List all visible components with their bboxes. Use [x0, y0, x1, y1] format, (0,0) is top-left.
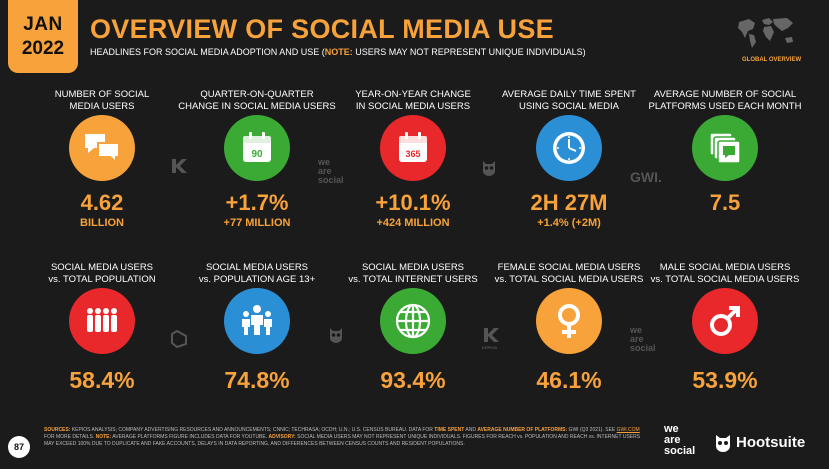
stat-cell-vs-age13: SOCIAL MEDIA USERS vs. POPULATION AGE 13… [177, 262, 337, 392]
date-month: JAN [23, 14, 63, 35]
calendar-90-icon: 90 [243, 132, 271, 162]
stat-circle [692, 115, 758, 181]
stat-circle [69, 288, 135, 354]
stat-value: 58.4% [69, 367, 135, 393]
hootsuite-text: Hootsuite [736, 433, 806, 451]
advisory-key: ADVISORY: [268, 434, 296, 440]
we-are-social-logo: we are social [664, 423, 696, 457]
adults-icon [242, 305, 272, 335]
stat-cell-avg-platforms: AVERAGE NUMBER OF SOCIAL PLATFORMS USED … [645, 89, 805, 217]
stat-label: QUARTER-ON-QUARTER CHANGE IN SOCIAL MEDI… [178, 89, 336, 112]
stat-label: NUMBER OF SOCIAL MEDIA USERS [54, 89, 150, 112]
stat-value: 53.9% [692, 367, 758, 393]
kepios-logo-icon [484, 328, 499, 342]
hootsuite-mark-icon [171, 329, 187, 349]
calendar-90-text: 90 [251, 149, 263, 160]
calendar-365-text: 365 [405, 149, 420, 159]
page-title: OVERVIEW OF SOCIAL MEDIA USE [90, 14, 554, 44]
stat-label: MALE SOCIAL MEDIA USERS vs. TOTAL SOCIAL… [650, 262, 800, 285]
owl-watermark [482, 160, 496, 178]
gwi-watermark: GWI. [630, 169, 662, 185]
stat-sub: BILLION [80, 217, 124, 229]
stat-value: 46.1% [536, 367, 602, 393]
hootsuite-owl-icon [716, 435, 730, 452]
stat-value: 74.8% [224, 367, 290, 393]
chat-bubbles-icon [85, 134, 120, 165]
note-text: AVERAGE PLATFORMS FIGURE INCLUDES DATA F… [111, 434, 269, 440]
owl-watermark-2 [329, 327, 343, 345]
stat-label: FEMALE SOCIAL MEDIA USERS vs. TOTAL SOCI… [494, 262, 644, 285]
stat-circle [380, 288, 446, 354]
stat-circle: 365 [380, 115, 446, 181]
owl-logo-icon [330, 328, 342, 343]
sources-key-platforms: AVERAGE NUMBER OF PLATFORMS: [477, 427, 568, 433]
kepios-watermark-text: KEPIOS [482, 345, 498, 350]
stat-cell-social-users: NUMBER OF SOCIAL MEDIA USERS 4.62 BILLIO… [22, 89, 182, 229]
stat-value: +10.1% [375, 190, 451, 215]
sources-text-2: GWI (Q3 2021). SEE [567, 427, 617, 433]
stat-cell-female: FEMALE SOCIAL MEDIA USERS vs. TOTAL SOCI… [489, 262, 649, 392]
sources-key-time: TIME SPENT [434, 427, 465, 433]
note-key: NOTE: [95, 434, 112, 440]
owl-logo-icon [483, 161, 495, 176]
globe-icon [395, 303, 431, 339]
stat-sub: +424 MILLION [376, 217, 450, 229]
stat-cell-vs-population: SOCIAL MEDIA USERS vs. TOTAL POPULATION … [22, 262, 182, 392]
stat-label: SOCIAL MEDIA USERS vs. TOTAL INTERNET US… [348, 262, 478, 285]
date-badge: JAN 2022 [8, 0, 78, 73]
stat-circle [224, 288, 290, 354]
stat-circle: 90 [224, 115, 290, 181]
sources-text: KEPIOS ANALYSIS; COMPANY ADVERTISING RES… [70, 427, 435, 433]
stat-value: 7.5 [709, 190, 741, 215]
stat-label: SOCIAL MEDIA USERS vs. TOTAL POPULATION [48, 262, 156, 285]
we-are-social-watermark: we are social [318, 157, 344, 185]
stat-cell-daily-time: AVERAGE DAILY TIME SPENT USING SOCIAL ME… [489, 89, 649, 229]
stat-cell-yoy-change: YEAR-ON-YEAR CHANGE IN SOCIAL MEDIA USER… [333, 89, 493, 229]
stat-sub: +1.4% (+2M) [537, 217, 601, 229]
subtitle-note: NOTE: [324, 47, 353, 57]
stat-label: SOCIAL MEDIA USERS vs. POPULATION AGE 13… [198, 262, 316, 285]
gwi-link[interactable]: GWI.COM [616, 427, 640, 433]
hootsuite-logo: Hootsuite [714, 432, 805, 452]
sources-key: SOURCES: [44, 427, 71, 433]
stat-value: 93.4% [380, 367, 446, 393]
subtitle-text-end: USERS MAY NOT REPRESENT UNIQUE INDIVIDUA… [352, 47, 586, 57]
stat-value: 2H 27M [530, 190, 608, 215]
stat-circle [692, 288, 758, 354]
female-symbol-icon [558, 304, 580, 338]
hootsuite-watermark [170, 329, 188, 350]
clock-icon [553, 132, 585, 164]
stat-sub: +77 MILLION [223, 217, 291, 229]
male-symbol-icon [710, 306, 740, 336]
population-icon [87, 308, 117, 332]
stat-cell-vs-internet: SOCIAL MEDIA USERS vs. TOTAL INTERNET US… [333, 262, 493, 392]
page-subtitle: HEADLINES FOR SOCIAL MEDIA ADOPTION AND … [90, 47, 586, 57]
stat-value: 4.62 [80, 190, 124, 215]
advisory-text: SOCIAL MEDIA USERS MAY NOT REPRESENT UNI… [44, 434, 641, 447]
date-year: 2022 [21, 38, 65, 59]
stat-cell-qoq-change: QUARTER-ON-QUARTER CHANGE IN SOCIAL MEDI… [177, 89, 337, 229]
stat-circle [536, 115, 602, 181]
kepios-watermark [170, 158, 188, 176]
kepios-logo-icon [172, 159, 187, 173]
footer-sources: SOURCES: KEPIOS ANALYSIS; COMPANY ADVERT… [44, 427, 644, 448]
page-number: 87 [8, 436, 30, 458]
global-overview-label: GLOBAL OVERVIEW [742, 57, 802, 63]
stat-circle [536, 288, 602, 354]
stat-circle [69, 115, 135, 181]
kepios-watermark-2: KEPIOS [482, 327, 500, 350]
sources-and: AND [464, 427, 478, 433]
stacked-platforms-icon [709, 132, 741, 164]
calendar-365-icon: 365 [399, 132, 427, 162]
stat-value: +1.7% [225, 190, 289, 215]
sources-text-3: FOR MORE DETAILS. [44, 434, 96, 440]
stat-label: AVERAGE NUMBER OF SOCIAL PLATFORMS USED … [648, 89, 802, 112]
subtitle-text: HEADLINES FOR SOCIAL MEDIA ADOPTION AND … [90, 47, 325, 57]
we-are-social-watermark-2: we are social [630, 325, 656, 353]
stat-label: AVERAGE DAILY TIME SPENT USING SOCIAL ME… [502, 89, 636, 112]
stat-cell-male: MALE SOCIAL MEDIA USERS vs. TOTAL SOCIAL… [645, 262, 805, 392]
world-map-icon [738, 18, 793, 48]
stat-label: YEAR-ON-YEAR CHANGE IN SOCIAL MEDIA USER… [355, 89, 471, 112]
